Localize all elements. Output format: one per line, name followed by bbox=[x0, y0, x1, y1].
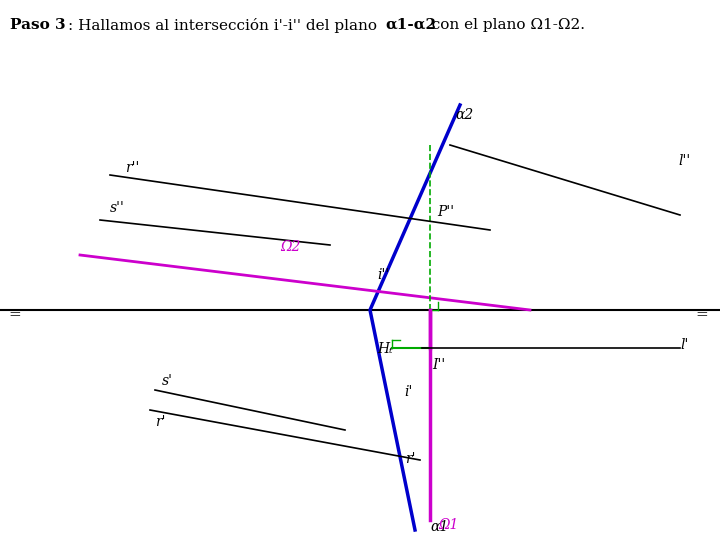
Text: s': s' bbox=[162, 374, 173, 388]
Text: con el plano Ω1-Ω2.: con el plano Ω1-Ω2. bbox=[422, 18, 585, 32]
Text: r'': r'' bbox=[125, 161, 140, 175]
Text: P'': P'' bbox=[437, 205, 454, 219]
Text: r': r' bbox=[405, 452, 415, 466]
Text: I'': I'' bbox=[432, 358, 445, 372]
Text: s'': s'' bbox=[110, 201, 125, 215]
Text: Ω1: Ω1 bbox=[438, 518, 459, 532]
Text: α1: α1 bbox=[430, 520, 449, 534]
Text: r': r' bbox=[155, 415, 166, 429]
Text: =: = bbox=[695, 308, 708, 322]
Text: Paso 3: Paso 3 bbox=[10, 18, 66, 32]
Text: =: = bbox=[8, 308, 21, 322]
Text: : Hallamos al intersección i'-i'' del plano: : Hallamos al intersección i'-i'' del pl… bbox=[68, 18, 382, 33]
Text: α2: α2 bbox=[455, 108, 473, 122]
Text: α1-α2: α1-α2 bbox=[385, 18, 436, 32]
Text: l'': l'' bbox=[678, 154, 690, 168]
Text: Ω2: Ω2 bbox=[280, 240, 300, 254]
Text: Hₜ: Hₜ bbox=[377, 342, 393, 356]
Text: l': l' bbox=[680, 338, 688, 352]
Text: i'': i'' bbox=[378, 268, 390, 282]
Text: i': i' bbox=[404, 385, 413, 399]
